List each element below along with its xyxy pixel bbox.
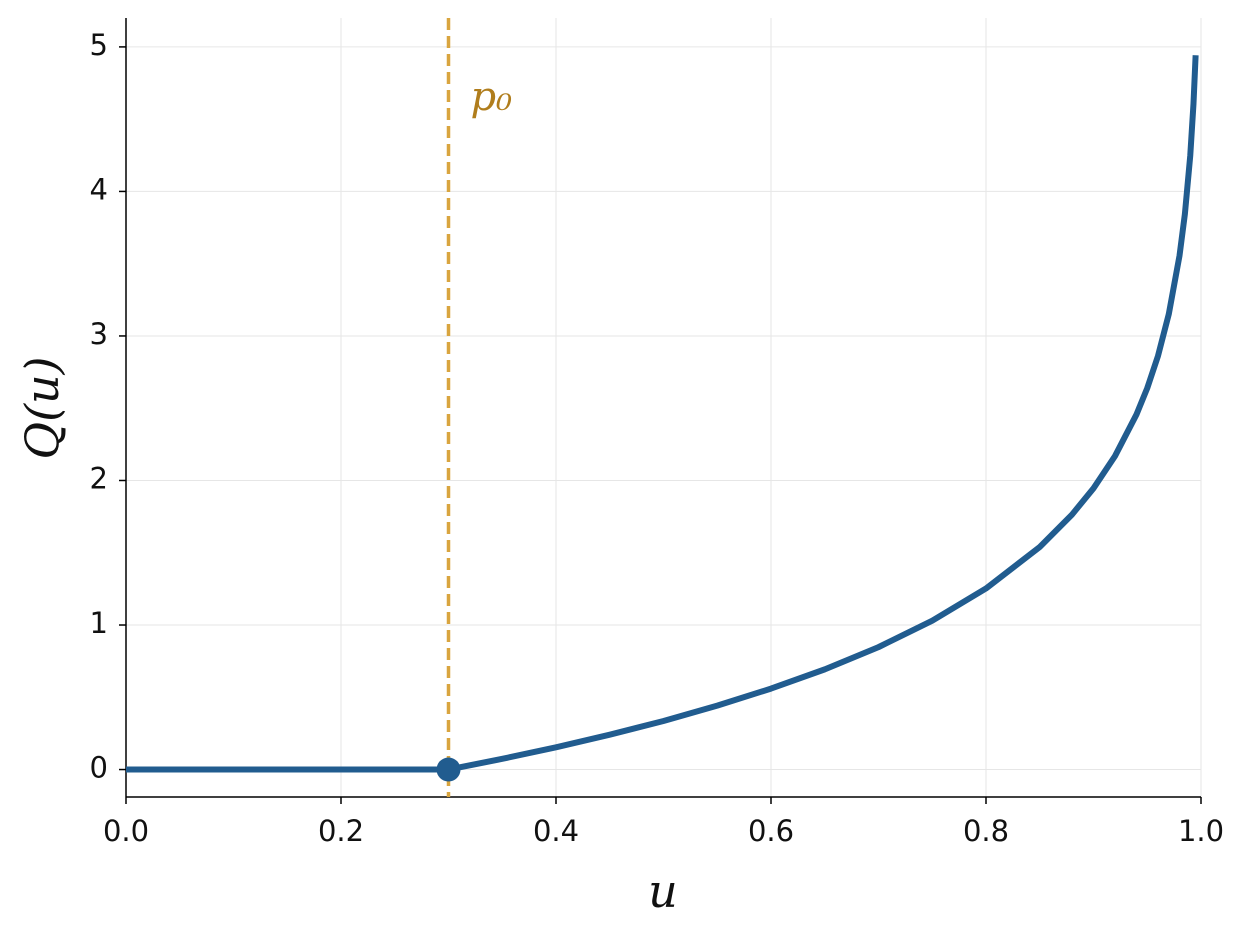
x-axis-label: u xyxy=(648,864,678,918)
y-tick-label: 1 xyxy=(90,606,108,640)
point-marker xyxy=(436,757,461,782)
y-tick-label: 0 xyxy=(90,751,108,785)
reference-label: p₀ xyxy=(471,74,513,120)
x-tick-label: 1.0 xyxy=(1178,814,1224,848)
x-tick-label: 0.2 xyxy=(318,814,364,848)
x-tick-label: 0.6 xyxy=(748,814,794,848)
y-tick-label: 4 xyxy=(90,172,108,206)
x-tick-label: 0.4 xyxy=(533,814,579,848)
x-tick-label: 0.0 xyxy=(103,814,149,848)
y-tick-label: 5 xyxy=(90,28,108,62)
line-series xyxy=(126,55,1199,773)
y-tick-label: 2 xyxy=(90,461,108,495)
y-tick-label: 3 xyxy=(90,317,108,351)
y-axis-label: Q(u) xyxy=(15,356,69,459)
x-tick-label: 0.8 xyxy=(963,814,1009,848)
